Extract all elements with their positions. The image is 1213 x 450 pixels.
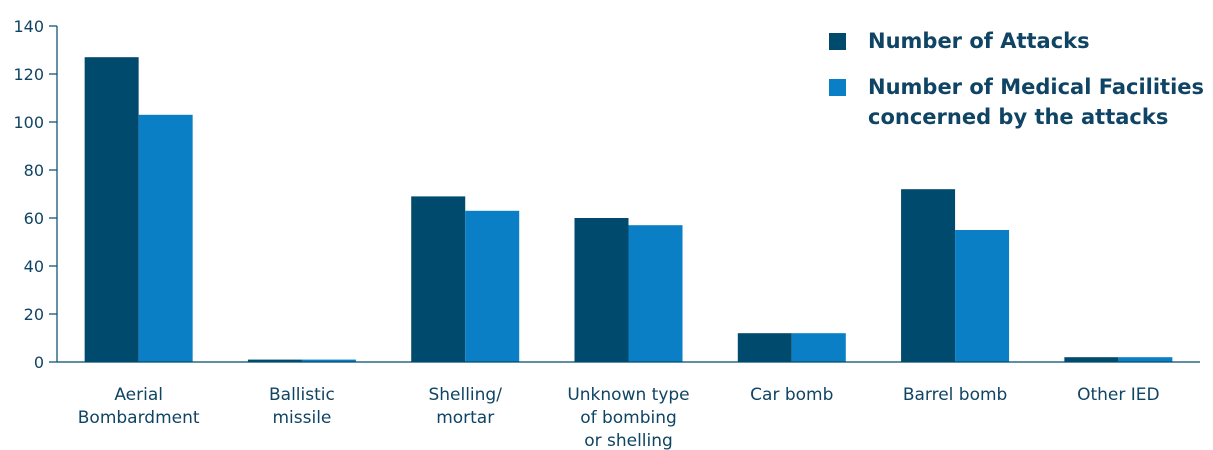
y-tick-label: 100	[13, 113, 44, 132]
x-category-label: Aerial Bombardment	[78, 385, 200, 428]
x-category-label-line: Bombardment	[78, 408, 200, 428]
bar-series1-cat7	[1064, 357, 1119, 362]
x-category-label: Barrel bomb	[903, 385, 1008, 405]
bar-series1-cat2	[247, 359, 302, 362]
y-tick-label: 20	[24, 305, 44, 324]
x-category-label-line: Ballistic	[269, 385, 335, 405]
x-category-label: Ballistic missile	[269, 385, 335, 428]
bar-series1-cat4	[574, 218, 629, 362]
x-category-label: Unknown type of bombing or shelling	[567, 385, 689, 450]
x-category-label: Shelling/mortar	[428, 385, 502, 428]
legend-label-line: Number of Medical Facilities	[868, 75, 1204, 99]
legend-label-line: Number of Attacks	[868, 29, 1090, 53]
legend-label-line: concerned by the attacks	[868, 105, 1168, 129]
y-tick-label: 140	[13, 17, 44, 36]
legend-swatch	[829, 79, 846, 96]
x-category-label-line: mortar	[436, 408, 494, 428]
x-category-label-line: of bombing	[580, 408, 677, 428]
legend: Number of Attacks Number of Medical Facil…	[829, 29, 1204, 129]
x-category-label-line: Car bomb	[750, 385, 833, 405]
y-tick-label: 40	[24, 257, 44, 276]
bar-series2-cat7	[1118, 357, 1173, 362]
y-tick-label: 80	[24, 161, 44, 180]
legend-label: Number of Medical Facilities concerned by…	[868, 75, 1204, 129]
bar-series1-cat6	[901, 189, 956, 362]
x-category-label-line: or shelling	[584, 431, 673, 450]
bar-series1-cat5	[737, 333, 792, 362]
x-category-label-line: Barrel bomb	[903, 385, 1008, 405]
x-category-label-line: missile	[272, 408, 331, 428]
bar-series2-cat5	[791, 333, 846, 362]
bar-series2-cat6	[955, 230, 1010, 362]
bar-series1-cat3	[411, 196, 466, 362]
y-tick-label: 0	[34, 353, 44, 372]
bar-series1-cat1	[84, 57, 139, 362]
y-tick-label: 120	[13, 65, 44, 84]
x-axis: Aerial Bombardment Ballistic missile Shellin…	[57, 361, 1200, 450]
legend-label: Number of Attacks	[868, 29, 1090, 53]
x-category-label: Other IED	[1077, 385, 1160, 405]
y-tick-label: 60	[24, 209, 44, 228]
legend-swatch	[829, 33, 846, 50]
x-category-label: Car bomb	[750, 385, 833, 405]
bar-series2-cat2	[301, 359, 356, 362]
x-category-label-line: Aerial	[114, 385, 163, 405]
bar-series2-cat1	[138, 114, 193, 362]
x-category-label-line: Unknown type	[567, 385, 689, 405]
x-category-label-line: Shelling/	[428, 385, 502, 405]
x-category-label-line: Other IED	[1077, 385, 1160, 405]
bar-series2-cat3	[465, 210, 520, 362]
bar-series2-cat4	[628, 225, 683, 362]
bars-group	[84, 57, 1173, 362]
y-axis: 0 20 40 60 80 100 120 140	[13, 17, 58, 372]
